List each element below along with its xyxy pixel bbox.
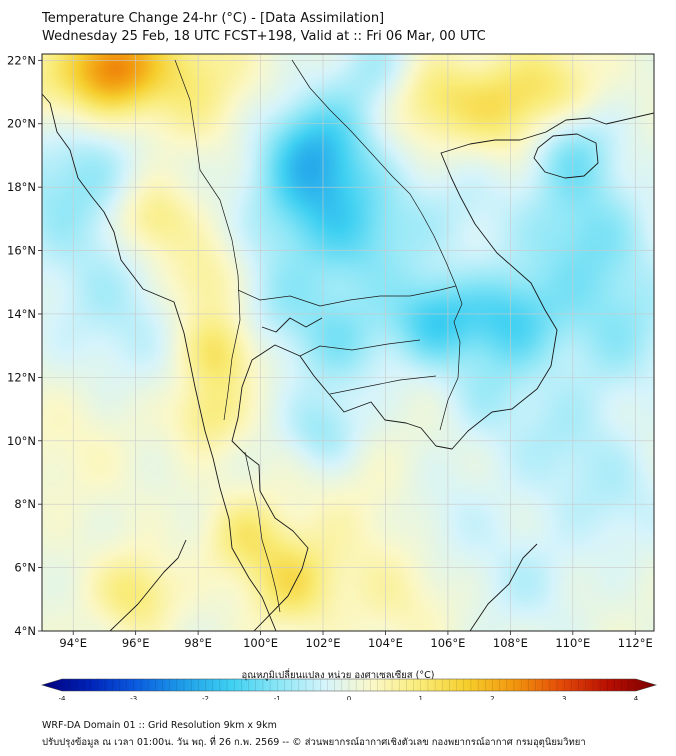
chart-title: Temperature Change 24-hr (°C) - [Data As… [42,11,385,26]
chart-subtitle: Wednesday 25 Feb, 18 UTC FCST+198, Valid… [42,29,486,44]
lat-label: 18°N [7,180,36,194]
colorbar-tick-label: 0 [347,695,351,700]
longitude-axis-labels: 94°E 96°E 98°E 100°E 102°E 104°E 106°E 108°E 110… [59,631,653,650]
peninsula-east-coastline [231,112,654,631]
lat-label: 20°N [7,117,36,131]
colorbar-label: อุณหภูมิเปลี่ยนแปลง หน่วย องศาเซลเซียส (… [241,670,435,681]
coastlines-and-borders [42,59,654,631]
lat-label: 14°N [7,307,36,321]
colorbar-tick-label: -2 [202,695,209,700]
lat-label: 8°N [14,497,36,511]
lat-label: 16°N [7,244,36,258]
colorbar-segments [68,679,630,691]
peninsula-border [244,451,281,613]
lat-label: 22°N [7,53,36,67]
lon-label: 94°E [59,636,87,650]
mainland-coastline [42,93,277,631]
hainan-coastline [533,133,599,179]
colorbar: -4 -3 -2 -1 0 1 2 3 4 [40,678,658,700]
colorbar-tick-label: 2 [490,695,494,700]
latitude-axis-labels: 22°N 20°N 18°N 16°N 14°N 12°N 10°N 8°N 6°N 4°N [7,53,42,638]
lat-label: 10°N [7,434,36,448]
temperature-field [42,54,654,631]
gulf-of-thailand-coastline [261,317,323,333]
laos-border [291,59,463,431]
footer-model-info: WRF-DA Domain 01 :: Grid Resolution 9km … [42,720,277,731]
lon-label: 100°E [243,636,278,650]
map-figure: 22°N 20°N 18°N 16°N 14°N 12°N 10°N 8°N 6°N 4°N 94… [7,53,658,700]
lon-label: 112°E [618,636,653,650]
lon-label: 96°E [122,636,150,650]
lon-label: 98°E [184,636,212,650]
footer-update-info: ปรับปรุงข้อมูล ณ เวลา 01:00น. วัน พฤ. ที… [42,737,586,748]
borneo-coastline [469,543,538,631]
sumatra-coastline [109,539,187,631]
colorbar-body [40,678,658,692]
colorbar-ticks: -4 -3 -2 -1 0 1 2 3 4 [59,695,639,700]
colorbar-tick-label: 3 [562,695,566,700]
thailand-inner-border [237,285,457,395]
colorbar-tick-label: 4 [634,695,639,700]
lon-label: 102°E [306,636,341,650]
lat-label: 4°N [14,624,36,638]
lat-lon-grid [42,54,654,631]
colorbar-tick-label: -4 [59,695,67,700]
lon-label: 104°E [368,636,403,650]
temperature-field-image [42,54,654,631]
lat-label: 6°N [14,561,36,575]
colorbar-tick-label: -1 [274,695,281,700]
myanmar-border [174,59,241,421]
lat-label: 12°N [7,370,36,384]
colorbar-tick-label: 1 [419,695,423,700]
colorbar-tick-label: -3 [130,695,137,700]
map-frame [41,53,655,632]
lon-label: 106°E [430,636,465,650]
lon-label: 108°E [493,636,528,650]
lon-label: 110°E [555,636,590,650]
